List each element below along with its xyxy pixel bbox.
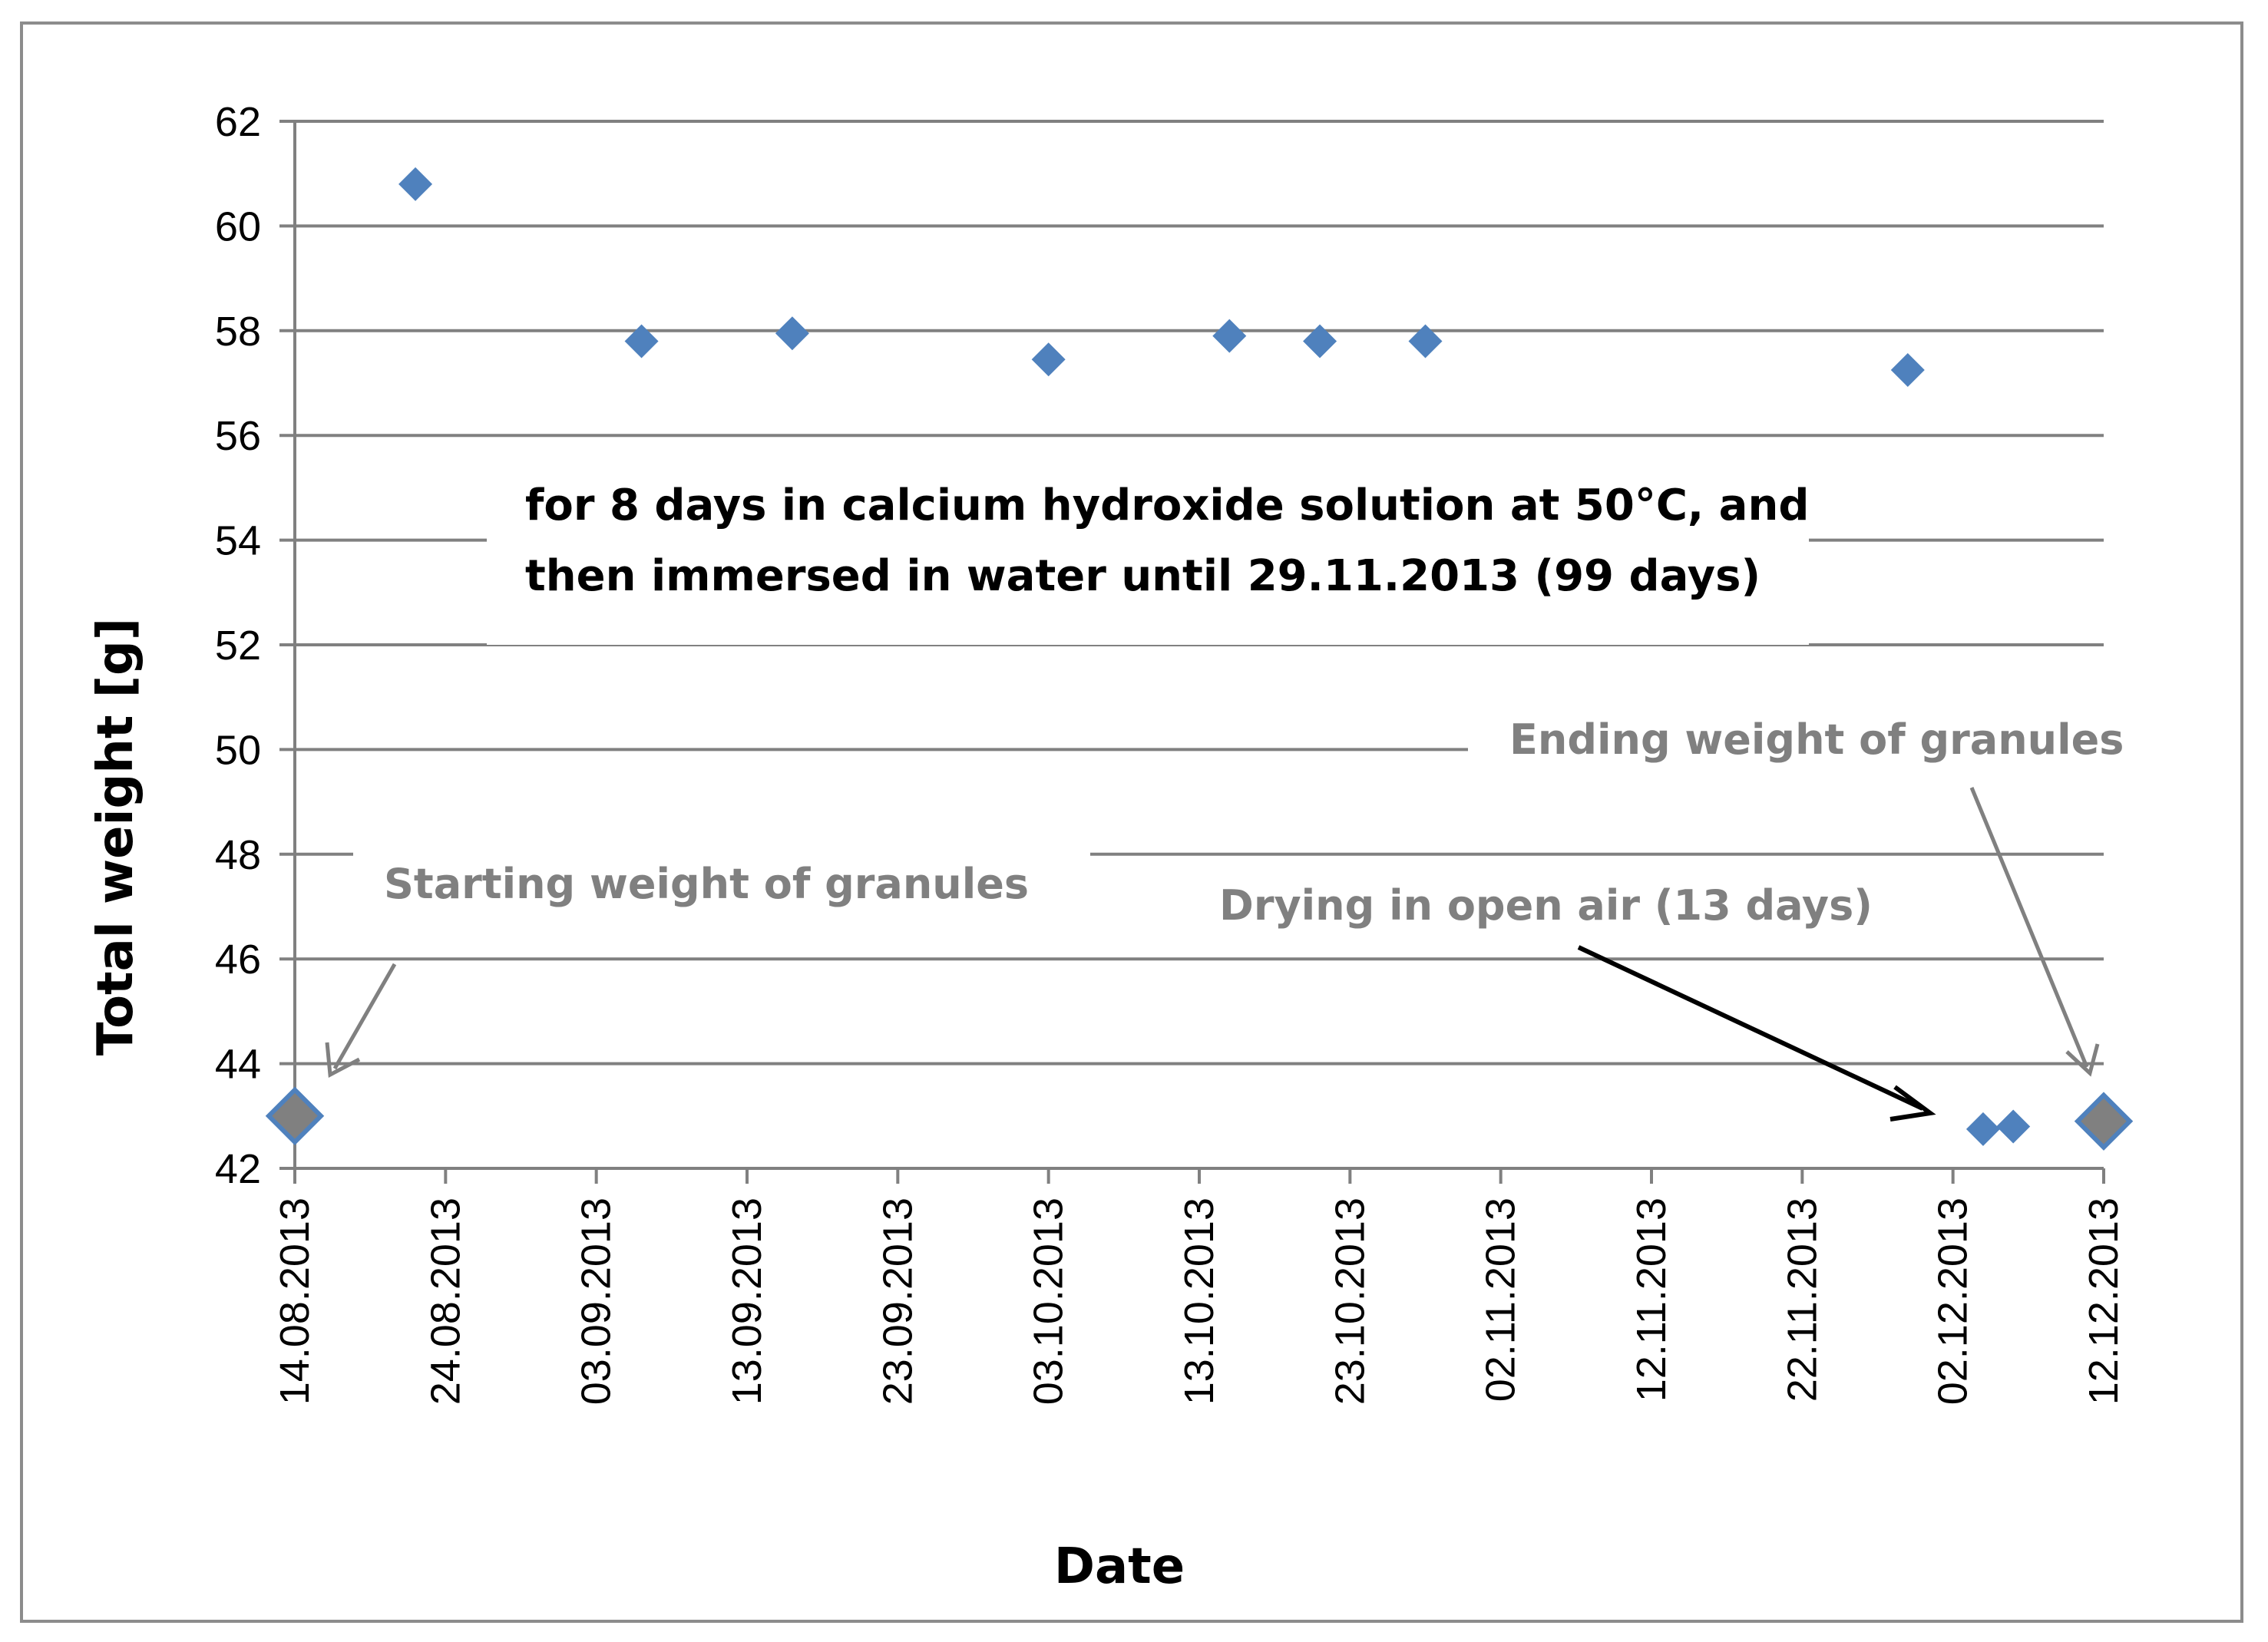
y-tick-label: 48: [215, 832, 261, 878]
starting-weight-label: Starting weight of granules: [384, 860, 1029, 908]
annotation-masks: [353, 458, 2151, 955]
data-point: [1965, 1112, 2000, 1146]
drying-arrowhead: [1889, 1085, 1936, 1122]
drying-arrow: [1577, 945, 1924, 1111]
x-tick-label: 03.10.2013: [1026, 1198, 1072, 1405]
x-tick-label: 13.10.2013: [1176, 1198, 1222, 1405]
x-tick-label: 23.09.2013: [874, 1198, 921, 1405]
ending-weight-label: Ending weight of granules: [1509, 715, 2124, 764]
data-points: [265, 167, 2134, 1151]
x-tick-label: 13.09.2013: [724, 1198, 770, 1405]
x-tick-label: 02.12.2013: [1930, 1198, 1976, 1405]
x-tick-label: 24.08.2013: [422, 1198, 468, 1405]
treatment-note-line1: for 8 days in calcium hydroxide solution…: [525, 481, 1809, 530]
y-tick-labels: 42 44 46 48 50 52 54 56 58 60 62: [215, 99, 261, 1192]
y-tick-label: 54: [215, 518, 261, 564]
y-tick-label: 56: [215, 413, 261, 459]
y-tick-label: 60: [215, 203, 261, 249]
start-arrow: [332, 963, 397, 1070]
y-tick-label: 50: [215, 727, 261, 773]
y-tick-label: 44: [215, 1042, 261, 1088]
end-arrow: [1969, 787, 2089, 1068]
y-tick-label: 42: [215, 1146, 261, 1192]
x-tick-label: 22.11.2013: [1779, 1198, 1825, 1402]
data-point: [1408, 324, 1443, 358]
chart-border: [20, 21, 2243, 1623]
data-point: [624, 324, 659, 358]
data-point: [1303, 324, 1337, 358]
data-point: [1996, 1109, 2031, 1144]
granule-weight-point: [2074, 1092, 2134, 1151]
y-tick-label: 58: [215, 309, 261, 355]
drying-label: Drying in open air (13 days): [1219, 881, 1873, 930]
treatment-note-line2: then immersed in water until 29.11.2013 …: [525, 551, 1761, 601]
start-arrowhead: [325, 1042, 361, 1078]
end-arrowhead: [2065, 1043, 2100, 1077]
x-tick-label: 12.11.2013: [1628, 1198, 1675, 1402]
annotation-arrows: [325, 787, 2100, 1122]
x-tick-label: 03.09.2013: [574, 1198, 620, 1405]
y-tick-label: 46: [215, 937, 261, 983]
x-tick-label: 12.12.2013: [2081, 1198, 2127, 1405]
data-point: [1890, 352, 1925, 387]
x-tick-labels: 14.08.2013 24.08.2013 03.09.2013 13.09.2013…: [272, 1198, 2127, 1405]
data-point: [398, 167, 433, 201]
x-tick-label: 23.10.2013: [1327, 1198, 1373, 1405]
data-point: [775, 316, 809, 351]
x-tick-label: 02.11.2013: [1478, 1198, 1524, 1402]
y-axis-title: Total weight [g]: [88, 618, 144, 1056]
data-point: [1212, 319, 1247, 353]
axes: [279, 120, 2105, 1184]
x-axis-title: Date: [1054, 1538, 1185, 1595]
y-tick-label: 52: [215, 623, 261, 669]
granule-weight-point: [265, 1086, 325, 1146]
data-point: [1031, 342, 1066, 377]
x-tick-label: 14.08.2013: [272, 1198, 318, 1405]
y-tick-label: 62: [215, 99, 261, 145]
